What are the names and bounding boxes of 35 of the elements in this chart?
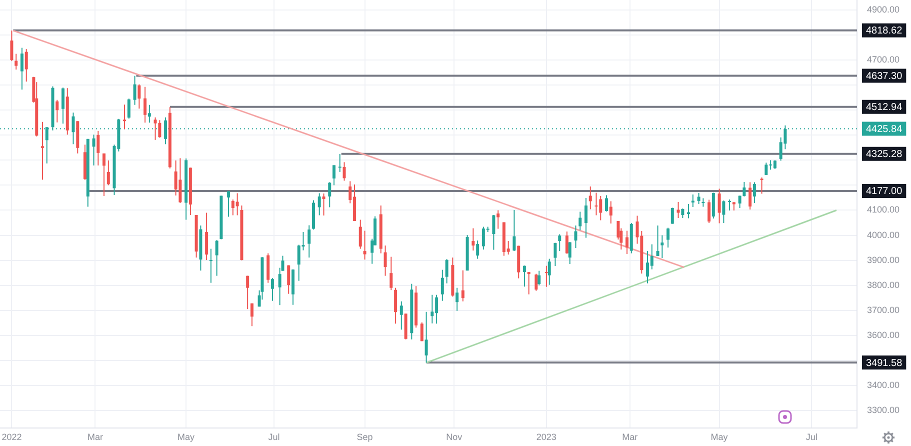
y-tick-label: 3800.00: [867, 280, 900, 290]
x-tick-label: Jul: [806, 432, 818, 442]
candlestick: [527, 272, 530, 294]
x-tick-label: Jul: [268, 432, 280, 442]
data-label: 4512.94: [866, 102, 903, 114]
y-tick-label: 4000.00: [867, 230, 900, 240]
x-tick-label: May: [178, 432, 196, 442]
data-label: 4325.28: [866, 149, 903, 160]
y-tick-label: 4100.00: [867, 204, 900, 215]
x-tick-label: 2023: [536, 432, 556, 442]
x-tick-label: May: [710, 432, 728, 442]
x-tick-label: 2022: [2, 432, 22, 442]
x-tick-label: Nov: [446, 432, 463, 442]
x-tick-label: Mar: [622, 432, 638, 442]
data-label: 3491.58: [866, 358, 903, 369]
x-tick-label: Sep: [356, 432, 373, 442]
data-label: 4818.62: [866, 26, 903, 37]
candlestick: [123, 104, 126, 130]
ref-line-label: 4425.84: [866, 124, 903, 135]
candlestick: [338, 154, 342, 172]
y-tick-label: 4700.00: [867, 54, 900, 65]
candlestick: [40, 122, 44, 180]
candlestick: [544, 266, 548, 287]
candlestick: [728, 199, 732, 210]
y-tick-label: 3300.00: [867, 404, 900, 415]
x-tick-label: Mar: [87, 432, 103, 442]
y-tick-label: 3400.00: [867, 380, 900, 390]
y-tick-label: 3700.00: [867, 304, 900, 315]
candlestick: [209, 248, 212, 283]
data-label: 4177.00: [866, 186, 903, 198]
y-tick-label: 4900.00: [867, 4, 900, 14]
y-tick-label: 3900.00: [867, 254, 900, 265]
candlestick: [594, 192, 598, 216]
data-label: 4637.30: [866, 71, 903, 82]
y-tick-label: 3600.00: [867, 330, 900, 340]
